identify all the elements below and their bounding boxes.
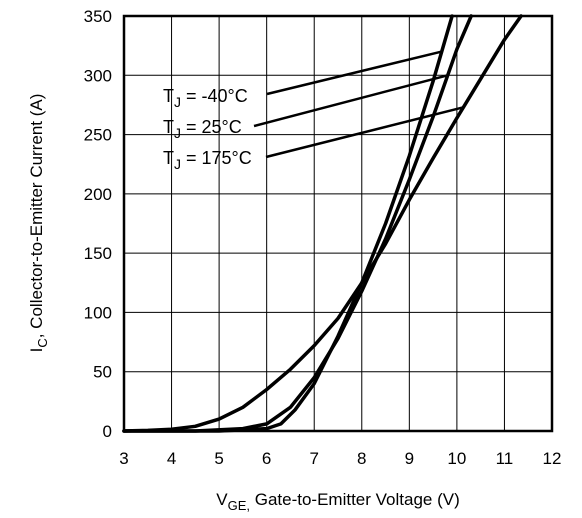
y-tick-label: 350	[84, 7, 112, 26]
series-label-2: TJ = 175°C	[163, 148, 252, 172]
grid	[124, 16, 552, 431]
series-label-0: TJ = -40°C	[163, 86, 248, 110]
leader-line-0	[266, 50, 443, 96]
y-axis-label: IC, Collector-to-Emitter Current (A)	[27, 94, 50, 353]
x-tick-label: 12	[543, 449, 562, 468]
x-tick-label: 3	[119, 449, 128, 468]
y-tick-label: 100	[84, 303, 112, 322]
y-tick-label: 0	[103, 422, 112, 441]
leader-line-2	[265, 106, 464, 159]
x-tick-label: 11	[496, 449, 514, 468]
y-tick-label: 150	[84, 244, 112, 263]
x-axis-label: VGE, Gate-to-Emitter Voltage (V)	[216, 490, 460, 513]
leader-line-1	[253, 74, 449, 128]
annotation-leaders	[253, 50, 464, 159]
y-tick-label: 250	[84, 126, 112, 145]
y-tick-label: 200	[84, 185, 112, 204]
x-tick-label: 8	[357, 449, 366, 468]
x-tick-label: 10	[447, 449, 466, 468]
x-tick-label: 5	[214, 449, 223, 468]
y-tick-label: 50	[93, 363, 112, 382]
x-tick-label: 9	[405, 449, 414, 468]
curves	[122, 14, 523, 433]
plot-frame	[122, 14, 554, 433]
y-tick-label: 300	[84, 66, 112, 85]
x-tick-label: 4	[167, 449, 176, 468]
x-tick-label: 7	[309, 449, 318, 468]
series-line-2	[122, 14, 523, 433]
series-annotations: TJ = -40°C TJ = 25°C TJ = 175°C	[163, 86, 252, 172]
series-label-1: TJ = 25°C	[163, 117, 242, 141]
y-tick-labels: 0 50 100 150 200 250 300 350	[84, 7, 112, 441]
series-line-0	[122, 14, 454, 433]
x-tick-labels: 3 4 5 6 7 8 9 10 11 12	[119, 449, 561, 468]
x-tick-label: 6	[262, 449, 271, 468]
series-line-1	[122, 14, 473, 433]
